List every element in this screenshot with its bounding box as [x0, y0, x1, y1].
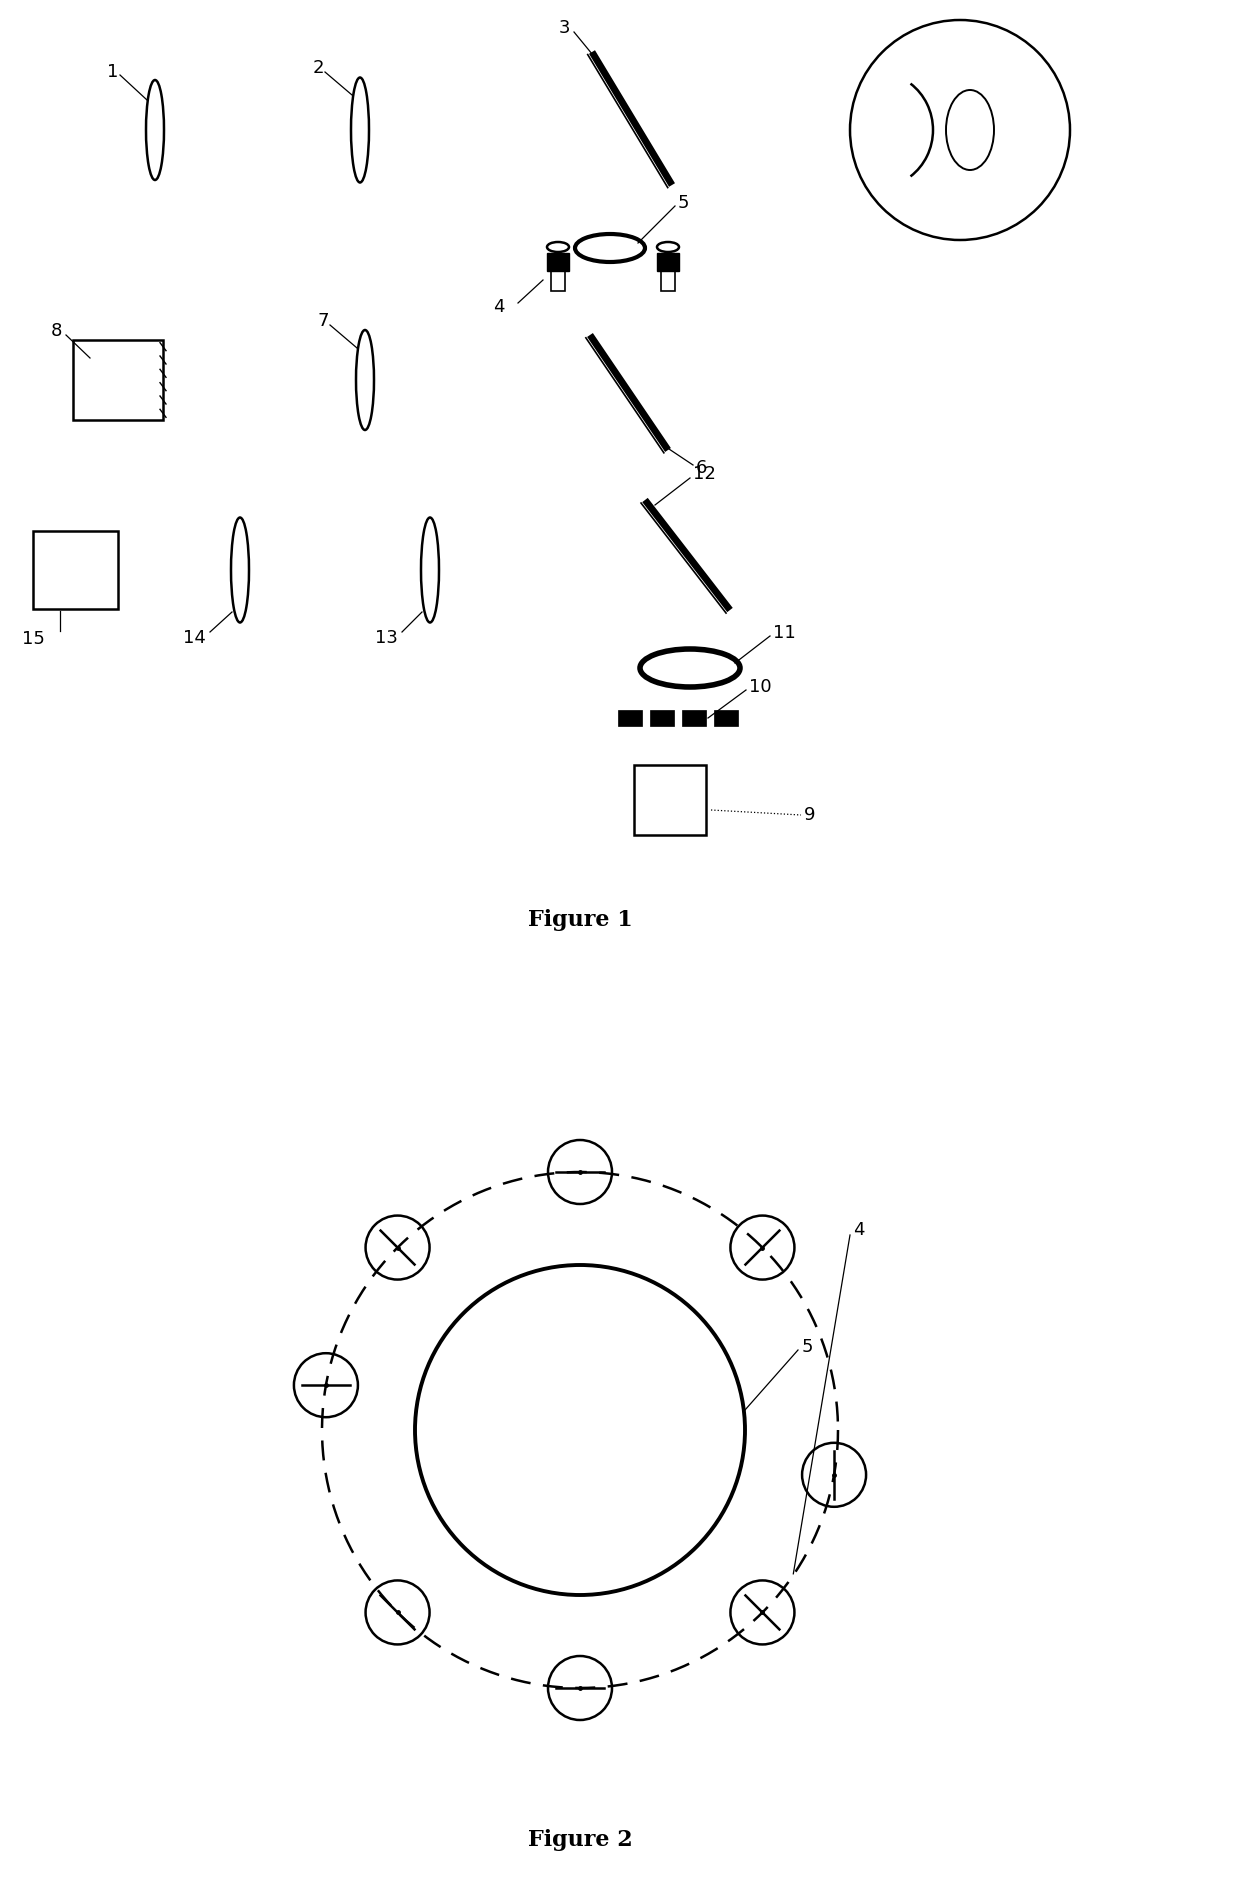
Text: 8: 8 [51, 323, 62, 340]
Text: 2: 2 [312, 58, 324, 77]
Text: 4: 4 [494, 298, 505, 315]
Bar [32, 530, 118, 610]
Bar [661, 272, 675, 291]
Text: 3: 3 [558, 19, 570, 38]
Text: 1: 1 [108, 62, 119, 81]
Text: 10: 10 [749, 677, 771, 696]
Bar [714, 710, 738, 726]
Bar [634, 764, 706, 836]
Text: 6: 6 [696, 459, 707, 477]
Bar [657, 253, 680, 272]
Bar [682, 710, 706, 726]
Text: 5: 5 [678, 194, 689, 211]
Bar [618, 710, 642, 726]
Text: 5: 5 [802, 1338, 813, 1357]
Text: Figure 1: Figure 1 [528, 910, 632, 930]
Text: 14: 14 [184, 628, 206, 647]
Text: 12: 12 [693, 464, 715, 483]
Bar [547, 253, 569, 272]
Text: 9: 9 [804, 806, 816, 825]
Text: 15: 15 [22, 630, 45, 647]
Text: 13: 13 [376, 628, 398, 647]
Text: 11: 11 [773, 625, 796, 642]
Bar [73, 340, 162, 421]
Bar [650, 710, 675, 726]
Text: 7: 7 [317, 311, 329, 330]
Text: 4: 4 [853, 1221, 864, 1240]
Text: Figure 2: Figure 2 [528, 1829, 632, 1851]
Bar [551, 272, 565, 291]
